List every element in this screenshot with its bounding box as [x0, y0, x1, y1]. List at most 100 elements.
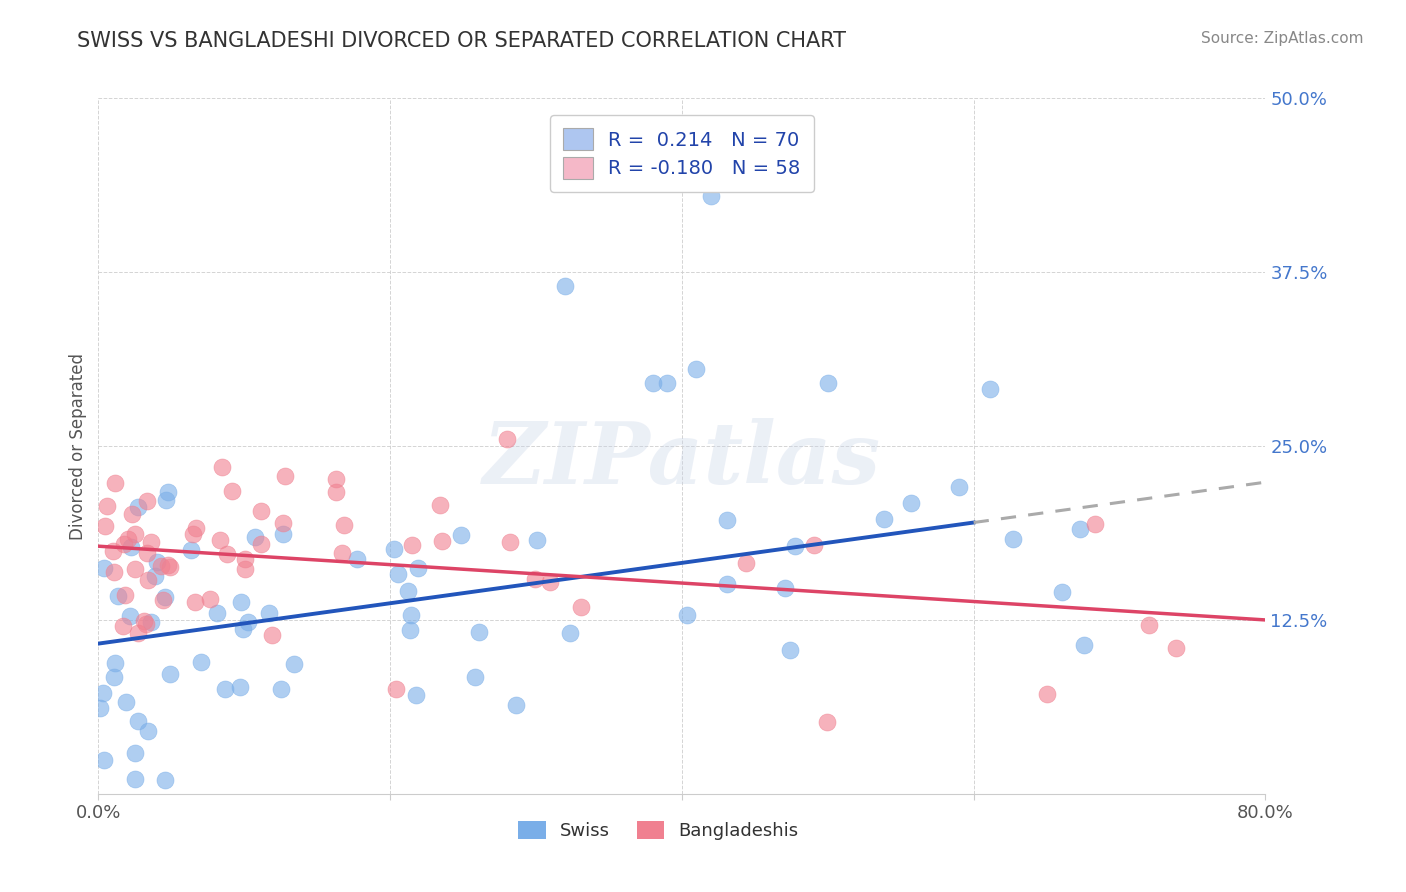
Point	[948, 479, 970, 493]
Point	[146, 555, 169, 569]
Point	[205, 606, 228, 620]
Point	[803, 539, 825, 553]
Point	[96, 499, 118, 513]
Point	[716, 513, 738, 527]
Point	[127, 625, 149, 640]
Point	[817, 376, 839, 391]
Point	[243, 530, 266, 544]
Point	[127, 500, 149, 514]
Point	[184, 521, 207, 535]
Point	[152, 592, 174, 607]
Text: ZIPatlas: ZIPatlas	[482, 418, 882, 501]
Point	[121, 507, 143, 521]
Point	[236, 615, 259, 629]
Point	[114, 588, 136, 602]
Point	[779, 643, 801, 657]
Point	[569, 599, 592, 614]
Point	[159, 666, 181, 681]
Point	[657, 376, 679, 391]
Point	[1137, 618, 1160, 632]
Point	[157, 558, 180, 572]
Point	[215, 547, 238, 561]
Point	[641, 376, 664, 391]
Point	[384, 682, 406, 697]
Point	[523, 572, 546, 586]
Point	[228, 680, 250, 694]
Point	[398, 624, 420, 638]
Point	[406, 561, 429, 575]
Point	[505, 698, 527, 712]
Point	[250, 504, 273, 518]
Point	[250, 536, 273, 550]
Point	[184, 595, 207, 609]
Point	[120, 609, 142, 624]
Point	[139, 535, 162, 549]
Point	[450, 528, 472, 542]
Point	[1002, 532, 1025, 546]
Point	[93, 561, 115, 575]
Point	[232, 623, 254, 637]
Point	[229, 595, 252, 609]
Point	[103, 669, 125, 683]
Point	[257, 607, 280, 621]
Point	[136, 574, 159, 588]
Point	[401, 538, 423, 552]
Point	[111, 619, 134, 633]
Point	[554, 279, 576, 293]
Point	[135, 617, 157, 632]
Point	[979, 382, 1001, 396]
Point	[700, 188, 723, 202]
Point	[260, 628, 283, 642]
Point	[91, 685, 114, 699]
Point	[1069, 522, 1091, 536]
Point	[120, 540, 142, 554]
Point	[115, 695, 138, 709]
Point	[93, 753, 115, 767]
Point	[124, 527, 146, 541]
Point	[1035, 687, 1057, 701]
Point	[538, 574, 561, 589]
Point	[221, 483, 243, 498]
Point	[716, 577, 738, 591]
Point	[107, 589, 129, 603]
Point	[190, 655, 212, 669]
Point	[134, 614, 156, 628]
Point	[135, 494, 157, 508]
Point	[468, 624, 491, 639]
Point	[209, 533, 232, 548]
Point	[180, 543, 202, 558]
Point	[156, 484, 179, 499]
Point	[214, 682, 236, 697]
Point	[526, 533, 548, 547]
Point	[900, 496, 922, 510]
Point	[104, 656, 127, 670]
Point	[283, 657, 305, 671]
Point	[273, 516, 295, 531]
Point	[783, 539, 806, 553]
Point	[233, 551, 256, 566]
Point	[89, 701, 111, 715]
Point	[103, 565, 125, 579]
Point	[181, 527, 204, 541]
Point	[1050, 585, 1073, 599]
Point	[773, 581, 796, 595]
Point	[155, 493, 177, 508]
Point	[136, 724, 159, 739]
Point	[346, 552, 368, 566]
Point	[464, 670, 486, 684]
Point	[676, 608, 699, 623]
Point	[333, 518, 356, 533]
Point	[873, 512, 896, 526]
Point	[198, 592, 221, 607]
Point	[211, 460, 233, 475]
Point	[117, 533, 139, 547]
Text: Source: ZipAtlas.com: Source: ZipAtlas.com	[1201, 31, 1364, 46]
Point	[815, 714, 838, 729]
Point	[1084, 516, 1107, 531]
Point	[685, 362, 707, 376]
Point	[270, 682, 292, 697]
Point	[430, 534, 453, 549]
Point	[149, 558, 172, 573]
Point	[124, 562, 146, 576]
Text: SWISS VS BANGLADESHI DIVORCED OR SEPARATED CORRELATION CHART: SWISS VS BANGLADESHI DIVORCED OR SEPARAT…	[77, 31, 846, 51]
